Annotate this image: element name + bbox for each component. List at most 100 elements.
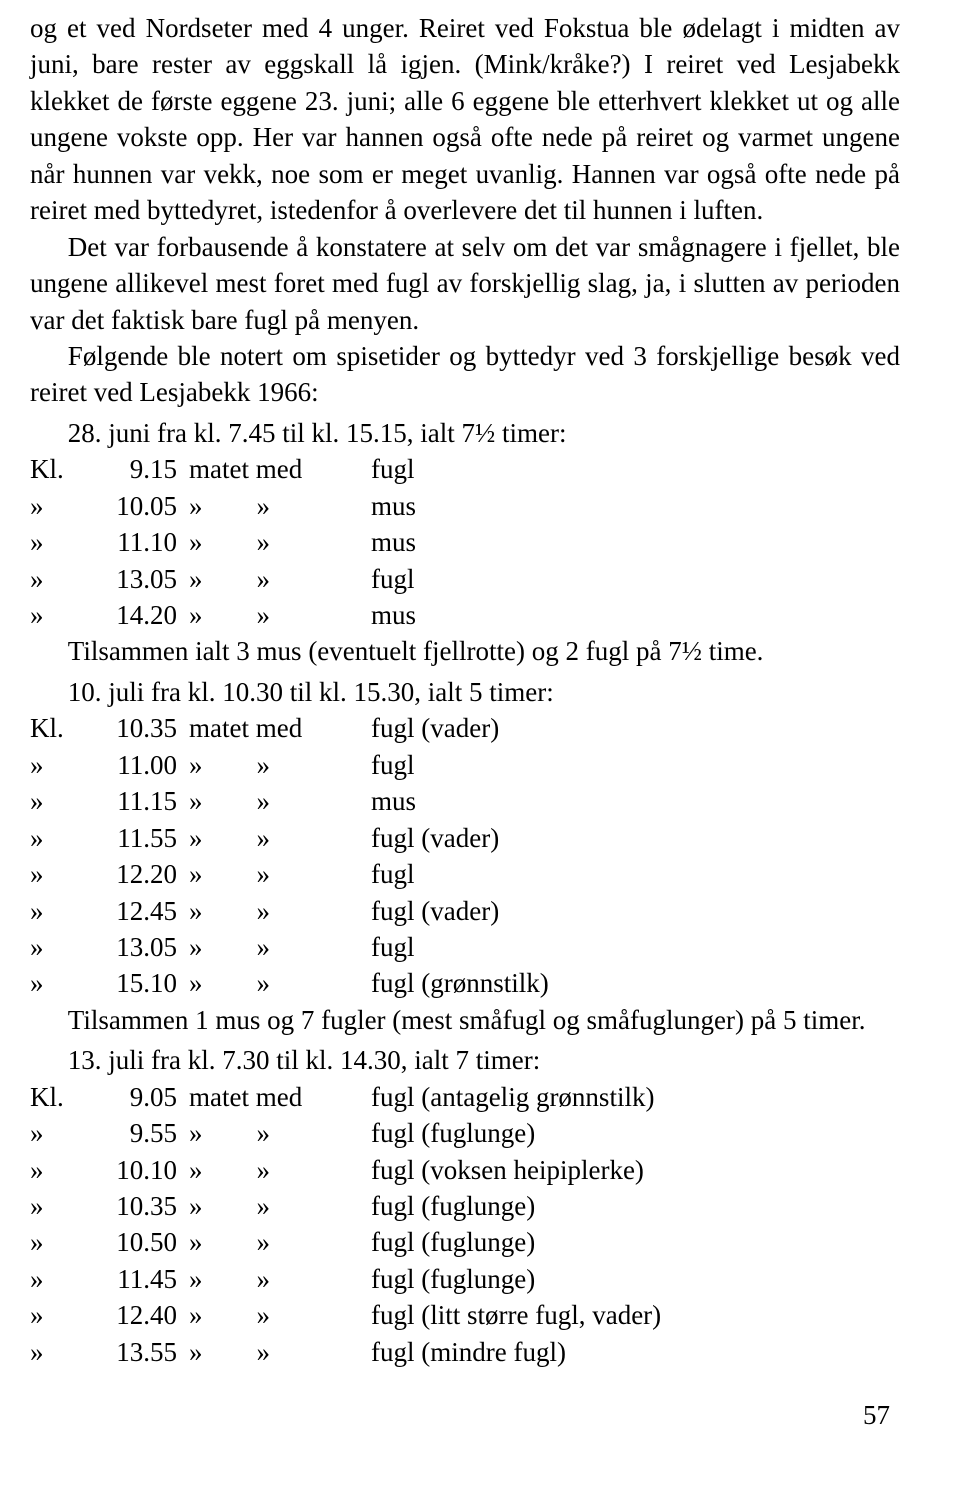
prey-text: mus [371, 783, 561, 819]
time-value: 10.05 [92, 488, 189, 524]
table-row: »10.35» »fugl (fuglunge) [30, 1188, 673, 1224]
prey-text: mus [371, 597, 428, 633]
time-prefix: » [30, 929, 92, 965]
prey-text: mus [371, 524, 428, 560]
table-row: »9.55» »fugl (fuglunge) [30, 1115, 673, 1151]
time-value: 9.15 [92, 451, 189, 487]
action-text: matet med [189, 1079, 371, 1115]
time-prefix: » [30, 1188, 92, 1224]
action-text: » » [189, 1334, 371, 1370]
paragraph: Følgende ble notert om spisetider og byt… [30, 338, 900, 411]
table-row: »11.00» »fugl [30, 747, 561, 783]
time-prefix: » [30, 1334, 92, 1370]
action-text: matet med [189, 451, 371, 487]
table-row: Kl.10.35matet medfugl (vader) [30, 710, 561, 746]
prey-text: fugl (litt større fugl, vader) [371, 1297, 673, 1333]
time-prefix: » [30, 1115, 92, 1151]
time-prefix: » [30, 1261, 92, 1297]
time-value: 9.05 [92, 1079, 189, 1115]
time-prefix: » [30, 561, 92, 597]
table-row: »13.05» »fugl [30, 929, 561, 965]
prey-text: fugl (antagelig grønnstilk) [371, 1079, 673, 1115]
action-text: » » [189, 965, 371, 1001]
action-text: » » [189, 1152, 371, 1188]
prey-text: fugl (fuglunge) [371, 1188, 673, 1224]
table-row: »10.10» »fugl (voksen heipiplerke) [30, 1152, 673, 1188]
action-text: » » [189, 856, 371, 892]
action-text: » » [189, 747, 371, 783]
book-page: og et ved Nordseter med 4 unger. Reiret … [0, 0, 960, 1461]
action-text: » » [189, 1188, 371, 1224]
action-text: » » [189, 524, 371, 560]
observation-table: Kl.9.05matet medfugl (antagelig grønnsti… [30, 1079, 673, 1371]
time-value: 10.35 [92, 1188, 189, 1224]
prey-text: fugl [371, 561, 428, 597]
time-prefix: Kl. [30, 1079, 92, 1115]
table-row: »11.45» »fugl (fuglunge) [30, 1261, 673, 1297]
prey-text: fugl (voksen heipiplerke) [371, 1152, 673, 1188]
paragraph: og et ved Nordseter med 4 unger. Reiret … [30, 10, 900, 229]
prey-text: fugl (vader) [371, 820, 561, 856]
time-prefix: » [30, 1224, 92, 1260]
prey-text: fugl (grønnstilk) [371, 965, 561, 1001]
action-text: » » [189, 929, 371, 965]
observation-table: Kl.10.35matet medfugl (vader)»11.00» »fu… [30, 710, 561, 1002]
time-prefix: » [30, 597, 92, 633]
time-value: 13.05 [92, 561, 189, 597]
observation-heading: 28. juni fra kl. 7.45 til kl. 15.15, ial… [30, 415, 900, 451]
time-prefix: » [30, 1152, 92, 1188]
prey-text: fugl [371, 856, 561, 892]
prey-text: fugl (mindre fugl) [371, 1334, 673, 1370]
time-prefix: Kl. [30, 710, 92, 746]
prey-text: fugl [371, 451, 428, 487]
action-text: » » [189, 1224, 371, 1260]
time-value: 11.15 [92, 783, 189, 819]
time-prefix: » [30, 820, 92, 856]
prey-text: fugl (vader) [371, 893, 561, 929]
prey-text: fugl (fuglunge) [371, 1261, 673, 1297]
table-row: »11.10» »mus [30, 524, 428, 560]
action-text: » » [189, 893, 371, 929]
time-prefix: » [30, 856, 92, 892]
prey-text: fugl (fuglunge) [371, 1224, 673, 1260]
time-value: 12.20 [92, 856, 189, 892]
observation-heading: 10. juli fra kl. 10.30 til kl. 15.30, ia… [30, 674, 900, 710]
table-row: »12.45» »fugl (vader) [30, 893, 561, 929]
action-text: » » [189, 820, 371, 856]
table-row: »13.55» »fugl (mindre fugl) [30, 1334, 673, 1370]
page-number: 57 [30, 1400, 900, 1431]
time-value: 11.00 [92, 747, 189, 783]
time-prefix: » [30, 488, 92, 524]
time-prefix: » [30, 965, 92, 1001]
paragraph: Det var forbausende å konstatere at selv… [30, 229, 900, 338]
time-value: 12.45 [92, 893, 189, 929]
time-prefix: » [30, 747, 92, 783]
prey-text: fugl [371, 929, 561, 965]
observation-summary: Tilsammen ialt 3 mus (eventuelt fjellrot… [30, 633, 900, 669]
time-value: 10.50 [92, 1224, 189, 1260]
prey-text: fugl (vader) [371, 710, 561, 746]
prey-text: fugl (fuglunge) [371, 1115, 673, 1151]
time-value: 10.35 [92, 710, 189, 746]
table-row: »12.20» »fugl [30, 856, 561, 892]
action-text: » » [189, 488, 371, 524]
table-row: Kl.9.15matet medfugl [30, 451, 428, 487]
time-value: 13.05 [92, 929, 189, 965]
time-value: 10.10 [92, 1152, 189, 1188]
action-text: » » [189, 561, 371, 597]
table-row: »10.05» »mus [30, 488, 428, 524]
action-text: matet med [189, 710, 371, 746]
action-text: » » [189, 597, 371, 633]
time-value: 11.55 [92, 820, 189, 856]
time-prefix: » [30, 893, 92, 929]
time-value: 9.55 [92, 1115, 189, 1151]
time-value: 11.10 [92, 524, 189, 560]
time-value: 11.45 [92, 1261, 189, 1297]
action-text: » » [189, 1115, 371, 1151]
action-text: » » [189, 1297, 371, 1333]
time-value: 15.10 [92, 965, 189, 1001]
time-value: 13.55 [92, 1334, 189, 1370]
time-value: 12.40 [92, 1297, 189, 1333]
time-prefix: » [30, 783, 92, 819]
time-prefix: Kl. [30, 451, 92, 487]
